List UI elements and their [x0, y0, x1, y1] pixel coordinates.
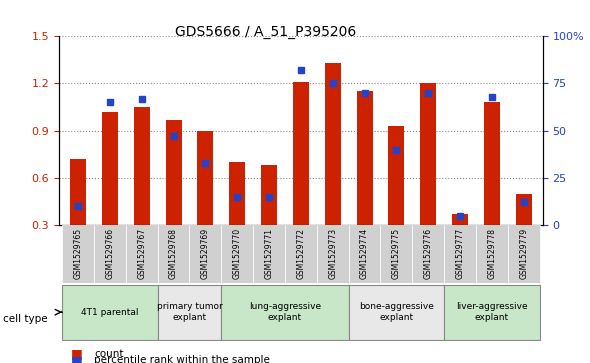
FancyBboxPatch shape: [412, 225, 444, 283]
FancyBboxPatch shape: [62, 285, 158, 340]
Bar: [134, 107, 150, 272]
Text: GSM1529779: GSM1529779: [519, 228, 528, 279]
Text: GSM1529773: GSM1529773: [328, 228, 337, 279]
Bar: [420, 83, 436, 272]
Bar: [230, 162, 245, 272]
Text: GDS5666 / A_51_P395206: GDS5666 / A_51_P395206: [175, 25, 356, 40]
Text: GSM1529778: GSM1529778: [487, 228, 496, 279]
Text: GSM1529771: GSM1529771: [264, 228, 274, 279]
Text: GSM1529766: GSM1529766: [106, 228, 114, 279]
Text: cell type: cell type: [3, 314, 48, 325]
FancyBboxPatch shape: [126, 225, 158, 283]
FancyBboxPatch shape: [189, 225, 221, 283]
Bar: [198, 131, 214, 272]
Text: GSM1529776: GSM1529776: [424, 228, 432, 279]
Text: GSM1529770: GSM1529770: [232, 228, 242, 279]
FancyBboxPatch shape: [444, 285, 540, 340]
FancyBboxPatch shape: [62, 225, 94, 283]
Text: ■: ■: [71, 347, 83, 360]
Text: GSM1529774: GSM1529774: [360, 228, 369, 279]
FancyBboxPatch shape: [476, 225, 508, 283]
Text: GSM1529772: GSM1529772: [296, 228, 306, 279]
Text: GSM1529767: GSM1529767: [137, 228, 146, 279]
Bar: [484, 102, 500, 272]
Bar: [388, 126, 404, 272]
Bar: [452, 214, 468, 272]
Text: lung-aggressive
explant: lung-aggressive explant: [249, 302, 321, 322]
Text: primary tumor
explant: primary tumor explant: [156, 302, 222, 322]
Text: GSM1529769: GSM1529769: [201, 228, 210, 279]
Bar: [70, 159, 86, 272]
Text: liver-aggressive
explant: liver-aggressive explant: [456, 302, 527, 322]
FancyBboxPatch shape: [508, 225, 540, 283]
FancyBboxPatch shape: [158, 285, 221, 340]
Text: GSM1529777: GSM1529777: [455, 228, 464, 279]
Text: 4T1 parental: 4T1 parental: [81, 308, 139, 317]
FancyBboxPatch shape: [221, 285, 349, 340]
Bar: [516, 193, 532, 272]
FancyBboxPatch shape: [253, 225, 285, 283]
Text: GSM1529775: GSM1529775: [392, 228, 401, 279]
Text: count: count: [94, 349, 124, 359]
FancyBboxPatch shape: [381, 225, 412, 283]
Bar: [261, 165, 277, 272]
Bar: [356, 91, 372, 272]
Bar: [166, 120, 182, 272]
Bar: [324, 63, 340, 272]
Text: GSM1529768: GSM1529768: [169, 228, 178, 279]
FancyBboxPatch shape: [221, 225, 253, 283]
FancyBboxPatch shape: [94, 225, 126, 283]
Text: bone-aggressive
explant: bone-aggressive explant: [359, 302, 434, 322]
Bar: [293, 82, 309, 272]
Bar: [102, 112, 118, 272]
Text: percentile rank within the sample: percentile rank within the sample: [94, 355, 270, 363]
FancyBboxPatch shape: [349, 225, 381, 283]
FancyBboxPatch shape: [317, 225, 349, 283]
FancyBboxPatch shape: [285, 225, 317, 283]
FancyBboxPatch shape: [158, 225, 189, 283]
FancyBboxPatch shape: [444, 225, 476, 283]
Text: ■: ■: [71, 354, 83, 363]
Text: GSM1529765: GSM1529765: [74, 228, 83, 279]
FancyBboxPatch shape: [349, 285, 444, 340]
